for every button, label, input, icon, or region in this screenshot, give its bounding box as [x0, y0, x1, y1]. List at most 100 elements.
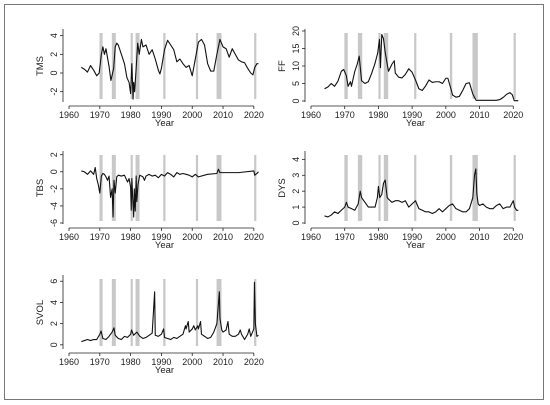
x-tick-label: 1980 — [368, 110, 388, 120]
recession-band — [99, 33, 103, 99]
panel-tms: -2 0 2 4 1960 1970 1980 1990 2000 2010 2020 Year TMS — [35, 29, 264, 129]
recession-band — [414, 155, 417, 221]
x-tick-label: 2000 — [182, 357, 202, 367]
y-tick-label: -4 — [49, 202, 59, 210]
recession-band — [163, 33, 166, 99]
y-axis-title: FF — [277, 60, 288, 72]
x-tick-label: 2020 — [503, 110, 523, 120]
x-tick-label: 1960 — [59, 357, 79, 367]
series-line-ff — [324, 33, 519, 102]
recession-band — [163, 155, 166, 221]
x-tick-label: 1990 — [402, 232, 422, 242]
x-tick-label: 1980 — [121, 110, 141, 120]
recession-band — [449, 155, 453, 221]
x-axis-title: Year — [406, 118, 425, 129]
panel-dys: 0 1 2 3 4 1960 1970 1980 1990 2000 2010 2020 Year DYS — [277, 151, 523, 251]
recession-band — [357, 155, 363, 221]
y-tick-label: 3 — [291, 173, 301, 178]
x-tick-label: 2020 — [244, 110, 264, 120]
x-tick-label: 1970 — [90, 232, 110, 242]
x-tick-label: 2020 — [244, 357, 264, 367]
x-tick-label: 2020 — [244, 232, 264, 242]
recession-band — [163, 279, 166, 346]
recession-band — [414, 33, 417, 99]
x-tick-label: 2010 — [470, 110, 490, 120]
x-tick-label: 1990 — [151, 232, 171, 242]
panel-tbs: -6 -4 -2 0 2 1960 1970 1980 1990 2000 2010 2020 Year… — [35, 151, 264, 251]
recession-band — [472, 33, 478, 99]
x-tick-label: 2000 — [436, 232, 456, 242]
recession-band — [195, 155, 199, 221]
recession-band — [195, 33, 199, 99]
x-tick-label: 1990 — [151, 357, 171, 367]
recession-band — [254, 155, 257, 221]
recession-band — [130, 279, 133, 346]
recession-band — [344, 33, 348, 99]
y-tick-label: -2 — [49, 88, 59, 96]
y-tick-label: 0 — [49, 342, 59, 347]
x-tick-label: 2000 — [436, 110, 456, 120]
x-tick-label: 2010 — [213, 357, 233, 367]
x-tick-label: 1970 — [90, 110, 110, 120]
x-tick-label: 2000 — [182, 232, 202, 242]
y-tick-label: 5 — [291, 81, 301, 86]
x-axis-title: Year — [406, 240, 425, 251]
recession-band — [99, 279, 103, 346]
recession-band — [472, 155, 478, 221]
y-tick-label: 0 — [49, 169, 59, 174]
y-tick-label: 0 — [291, 98, 301, 103]
x-tick-label: 1990 — [402, 110, 422, 120]
recession-band — [135, 279, 140, 346]
series-line-dys — [324, 168, 519, 218]
y-axis-title: TMS — [35, 56, 46, 76]
x-tick-label: 1960 — [59, 110, 79, 120]
y-tick-label: 20 — [291, 26, 301, 36]
recession-band — [99, 155, 103, 221]
recession-band — [513, 33, 516, 99]
y-tick-label: -2 — [49, 185, 59, 193]
x-tick-label: 1980 — [368, 232, 388, 242]
y-axis-title: SVOL — [35, 300, 46, 325]
x-tick-label: 1970 — [90, 357, 110, 367]
recession-band — [378, 33, 381, 99]
x-axis-title: Year — [155, 240, 174, 251]
x-tick-label: 1960 — [301, 110, 321, 120]
y-tick-label: 15 — [291, 43, 301, 53]
x-tick-label: 1960 — [301, 232, 321, 242]
panel-svol: 0 2 4 6 1960 1970 1980 1990 2000 2010 2020 Year SVOL — [35, 275, 264, 376]
recession-band — [195, 279, 199, 346]
y-tick-label: 2 — [49, 152, 59, 157]
y-tick-label: 2 — [291, 189, 301, 194]
series-line-svol — [81, 281, 259, 343]
x-axis-title: Year — [155, 365, 174, 376]
x-tick-label: 1970 — [335, 110, 355, 120]
x-tick-label: 1980 — [121, 232, 141, 242]
y-tick-label: 0 — [291, 220, 301, 225]
recession-band — [378, 155, 381, 221]
x-tick-label: 1990 — [151, 110, 171, 120]
y-tick-label: 4 — [49, 300, 59, 305]
series-line-tbs — [81, 166, 259, 218]
y-tick-label: 4 — [49, 33, 59, 38]
x-tick-label: 2020 — [503, 232, 523, 242]
recession-band — [344, 155, 348, 221]
recession-band — [449, 33, 453, 99]
y-tick-label: 2 — [49, 52, 59, 57]
y-tick-label: 10 — [291, 61, 301, 71]
x-tick-label: 1980 — [121, 357, 141, 367]
recession-band — [383, 33, 389, 99]
x-tick-label: 2010 — [213, 110, 233, 120]
recession-band — [135, 33, 140, 99]
panel-ff: 0 5 10 15 20 1960 1970 1980 1990 2000 2010 2020 Year… — [277, 26, 523, 129]
y-tick-label: 1 — [291, 205, 301, 210]
x-tick-label: 2000 — [182, 110, 202, 120]
recession-band — [513, 155, 516, 221]
recession-band — [216, 33, 222, 99]
x-axis-title: Year — [155, 118, 174, 129]
recession-band — [111, 279, 116, 346]
recession-band — [216, 279, 222, 346]
y-tick-label: -6 — [49, 219, 59, 227]
y-tick-label: 2 — [49, 321, 59, 326]
y-tick-label: 6 — [49, 279, 59, 284]
